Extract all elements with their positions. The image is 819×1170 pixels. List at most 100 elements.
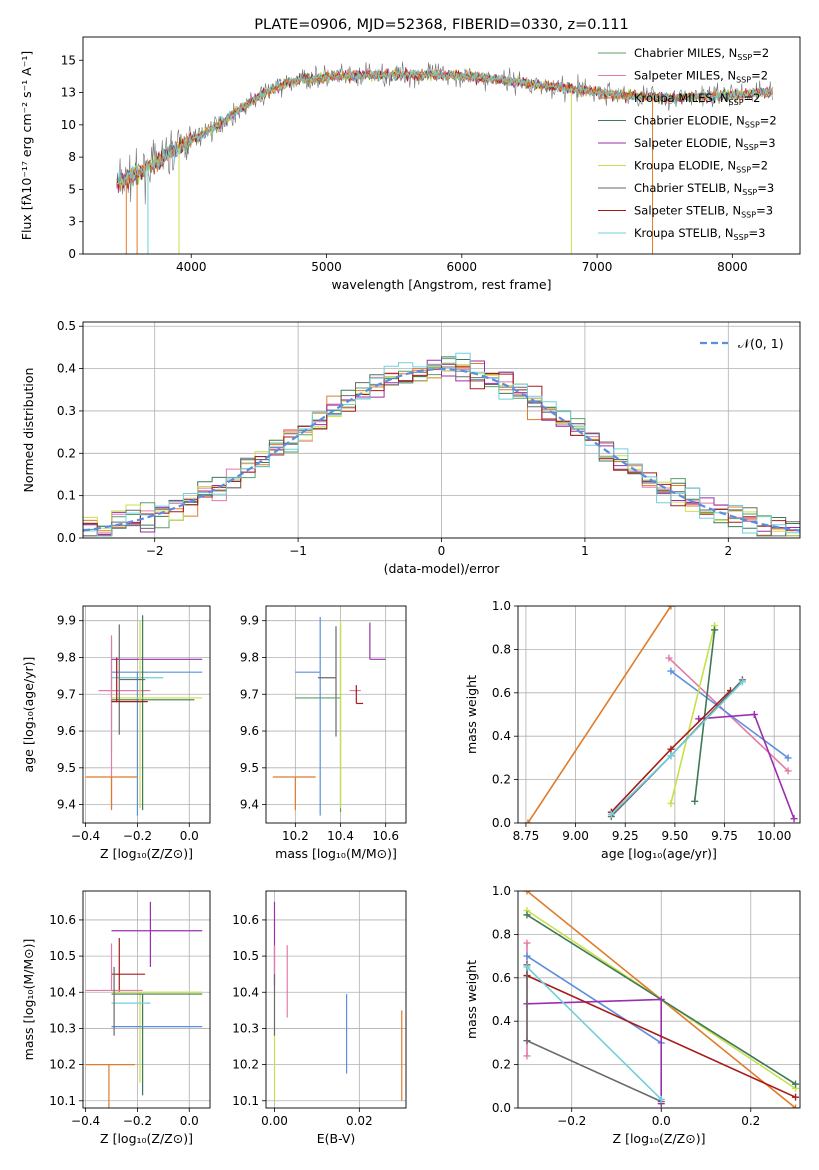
- spectrum-series-2: [116, 69, 774, 193]
- y-axis-label: age [log₁₀(age/yr)]: [21, 657, 36, 773]
- x-axis-label: Z [log₁₀(Z/Z⊙)]: [100, 1131, 193, 1146]
- x-tick-label: 0.2: [741, 1114, 760, 1128]
- y-tick-label: 0.8: [492, 927, 511, 941]
- legend-entry: Chabrier STELIB, NSSP=3: [634, 181, 774, 197]
- errorbar-point: [355, 685, 364, 705]
- x-tick-label: −0.2: [123, 829, 152, 843]
- errorbar-point: [111, 620, 203, 809]
- panel-age_vs_mass: 10.2 10.4 10.6 9.4 9.5 9.6 9.7 9.8 9.9 mass [log₁…: [240, 605, 407, 861]
- weight-marker: [665, 654, 673, 662]
- x-axis-label: wavelength [Angstrom, rest frame]: [331, 277, 551, 292]
- y-tick-label: 9.8: [57, 650, 76, 664]
- weight-marker: [523, 911, 531, 919]
- x-tick-label: −2: [146, 544, 164, 558]
- errorbar-point: [111, 993, 203, 1096]
- weight-series-8: [610, 681, 743, 815]
- plot-area: [518, 891, 800, 1108]
- x-tick-label: 8.75: [513, 829, 540, 843]
- axes-frame: [82, 321, 801, 539]
- y-tick-label: 9.7: [240, 687, 259, 701]
- legend-entry: Chabrier MILES, NSSP=2: [634, 46, 769, 62]
- x-tick-label: 9.00: [562, 829, 589, 843]
- spectrum-series-8: [116, 68, 773, 187]
- x-tick-label: 9.25: [612, 829, 639, 843]
- y-tick-label: 10.6: [49, 913, 76, 927]
- weight-marker: [523, 1037, 531, 1045]
- x-tick-label: 0.02: [346, 1114, 373, 1128]
- y-tick-label: 10.5: [49, 949, 76, 963]
- y-axis-label: Normed distribution: [21, 368, 36, 493]
- x-tick-label: 2: [724, 544, 732, 558]
- weight-series-0: [527, 606, 672, 823]
- weight-series-8: [526, 966, 662, 1100]
- panel-mass_vs_EBV: 0.00 0.02 10.1 10.2 10.3 10.4 10.5 10.6 E(B-V): [232, 890, 407, 1146]
- x-tick-label: 0.0: [180, 1114, 199, 1128]
- weight-marker: [667, 745, 675, 753]
- y-tick-label: 0.4: [492, 729, 511, 743]
- y-tick-label: 10.4: [49, 985, 76, 999]
- y-axis-label: mass weight: [464, 675, 479, 754]
- weight-marker: [607, 810, 615, 818]
- y-tick-label: 10.1: [232, 1094, 259, 1108]
- axes-frame: [82, 36, 801, 255]
- errorbar-point: [111, 671, 203, 816]
- legend-entry: Chabrier ELODIE, NSSP=2: [634, 114, 777, 130]
- chart-title: PLATE=0906, MJD=52368, FIBERID=0330, z=0…: [254, 17, 628, 33]
- y-tick-label: 0.0: [57, 531, 76, 545]
- y-axis-label: mass [log₁₀(M/M⊙)]: [21, 939, 36, 1061]
- weight-marker: [691, 797, 699, 805]
- weight-marker: [738, 678, 746, 686]
- x-axis-label: E(B-V): [317, 1131, 356, 1146]
- x-tick-label: 1: [581, 544, 589, 558]
- y-tick-label: 10.3: [49, 1021, 76, 1035]
- y-tick-label: 9.7: [57, 687, 76, 701]
- y-tick-label: 10.5: [232, 949, 259, 963]
- weight-marker: [667, 606, 675, 610]
- errorbar-point: [295, 624, 342, 812]
- panel-age_vs_Z: −0.4 −0.2 0.0 9.4 9.5 9.6 9.7 9.8 9.9 Z [log₁₀(Z/…: [21, 605, 211, 861]
- y-tick-label: 10.2: [49, 1058, 76, 1072]
- axes-frame: [82, 890, 211, 1109]
- x-tick-label: 0.0: [652, 1114, 671, 1128]
- errorbar-point: [111, 991, 203, 1083]
- y-axis-label: mass weight: [464, 960, 479, 1039]
- y-tick-label: 9.4: [240, 798, 259, 812]
- y-tick-label: 0.3: [57, 404, 76, 418]
- x-tick-label: 7000: [582, 260, 613, 274]
- y-tick-label: 10.3: [232, 1021, 259, 1035]
- plot-area: [83, 606, 210, 823]
- y-tick-label: 9.4: [57, 798, 76, 812]
- axes-frame: [517, 605, 801, 824]
- y-tick-label: 13: [61, 86, 76, 100]
- y-tick-label: 9.9: [240, 614, 259, 628]
- y-tick-label: 9.6: [240, 724, 259, 738]
- plot-area: [518, 606, 800, 823]
- errorbar-point: [272, 776, 316, 811]
- y-tick-label: 10.2: [232, 1058, 259, 1072]
- legend: 𝒩(0, 1): [700, 336, 784, 351]
- legend-entry: 𝒩(0, 1): [738, 336, 784, 351]
- x-axis-label: Z [log₁₀(Z/Z⊙)]: [100, 846, 193, 861]
- plot-area: [266, 606, 406, 823]
- y-tick-label: 0.0: [492, 816, 511, 830]
- weight-marker: [667, 667, 675, 675]
- weight-marker: [523, 939, 531, 947]
- weight-marker: [792, 1093, 800, 1101]
- weight-marker: [784, 754, 792, 762]
- errorbar-point: [369, 622, 386, 660]
- y-tick-label: 0.4: [492, 1014, 511, 1028]
- legend-entry: Salpeter MILES, NSSP=2: [634, 69, 768, 85]
- x-tick-label: −0.4: [71, 829, 100, 843]
- x-tick-label: 9.50: [662, 829, 689, 843]
- x-tick-label: 0: [438, 544, 446, 558]
- weight-series-5: [526, 998, 662, 1104]
- x-axis-label: mass [log₁₀(M/M⊙)]: [275, 846, 397, 861]
- x-axis-label: age [log₁₀(age/yr)]: [601, 846, 717, 861]
- y-tick-label: 0.0: [492, 1101, 511, 1115]
- x-tick-label: 10.6: [372, 829, 399, 843]
- errorbar-point: [111, 901, 203, 967]
- y-tick-label: 10.4: [232, 985, 259, 999]
- legend-entry: Kroupa STELIB, NSSP=3: [634, 226, 765, 242]
- x-tick-label: 5000: [311, 260, 342, 274]
